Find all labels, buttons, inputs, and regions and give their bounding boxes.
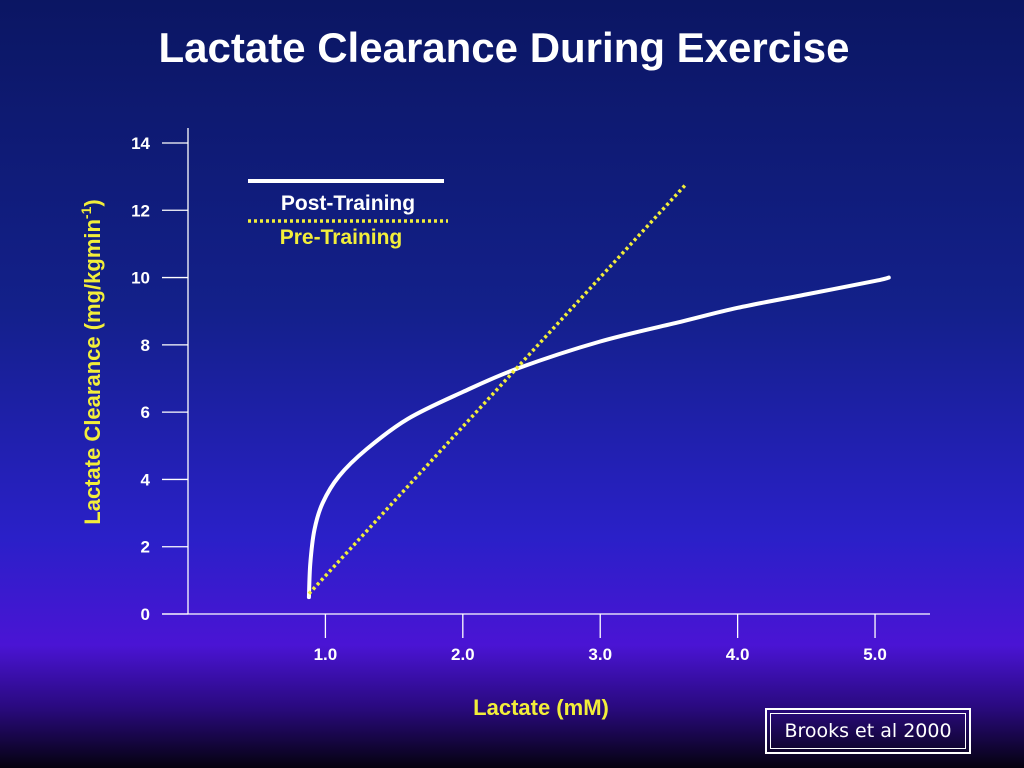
x-tick-label: 3.0 — [588, 645, 612, 664]
citation-box: Brooks et al 2000 — [765, 708, 971, 754]
y-tick-label: 2 — [141, 538, 150, 557]
post-training-line — [306, 275, 891, 600]
y-tick-label: 14 — [131, 134, 150, 153]
y-tick-label: 4 — [141, 470, 151, 489]
pre-training-line — [307, 182, 689, 595]
y-axis-label: Lactate Clearance (mg/kgmin-1) — [78, 199, 105, 524]
y-tick-label: 8 — [141, 336, 150, 355]
chart-title: Lactate Clearance During Exercise — [158, 24, 850, 71]
x-tick-label: 4.0 — [726, 645, 750, 664]
y-tick-label: 10 — [131, 269, 150, 288]
citation-text: Brooks et al 2000 — [770, 713, 966, 749]
x-tick-label: 5.0 — [863, 645, 887, 664]
x-tick-label: 1.0 — [314, 645, 338, 664]
x-tick-label: 2.0 — [451, 645, 475, 664]
y-tick-label: 6 — [141, 403, 150, 422]
legend-post-training-label: Post-Training — [281, 192, 415, 215]
legend-pre-training-label: Pre-Training — [280, 226, 403, 249]
y-tick-label: 12 — [131, 201, 150, 220]
y-tick-label: 0 — [141, 605, 150, 624]
x-axis-label: Lactate (mM) — [473, 695, 609, 720]
